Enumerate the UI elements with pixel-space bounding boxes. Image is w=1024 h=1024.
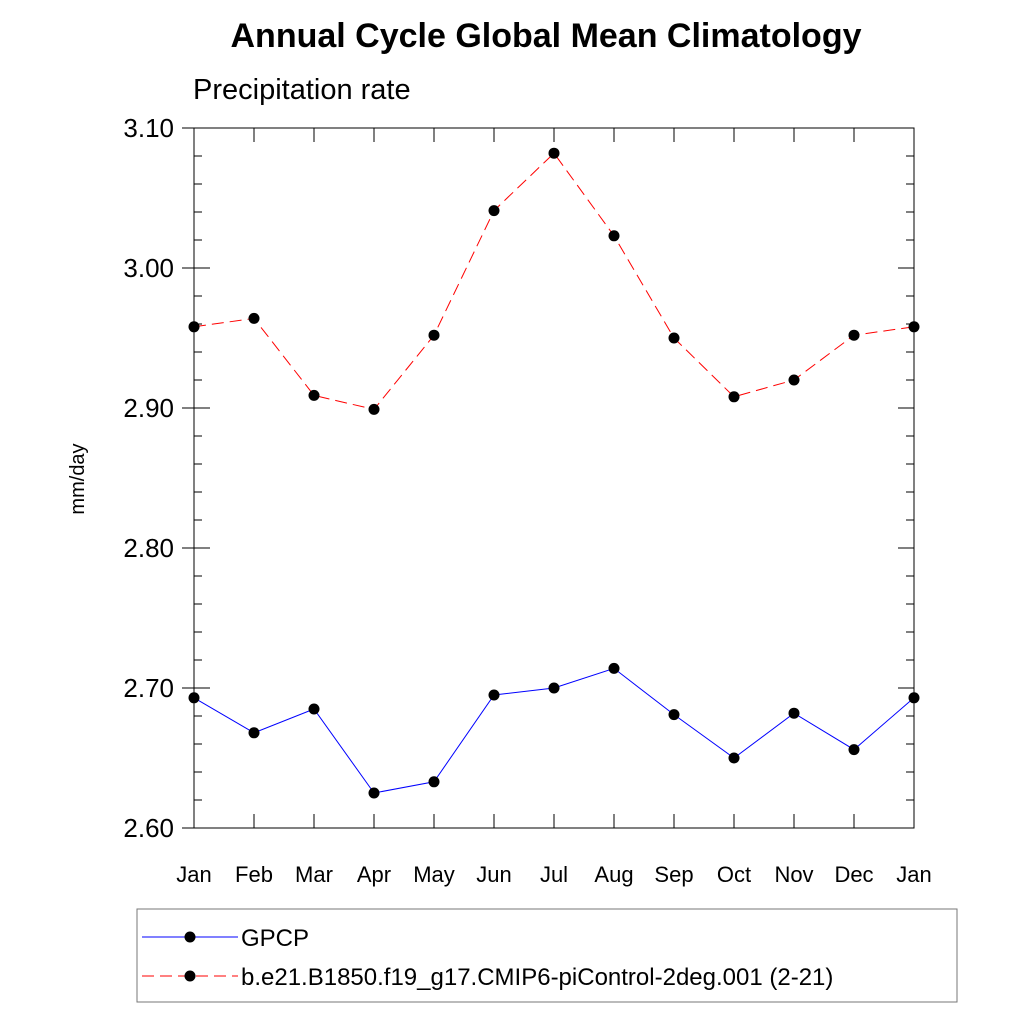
data-point bbox=[428, 776, 440, 788]
series-1 bbox=[188, 662, 920, 799]
x-tick-label: Aug bbox=[594, 862, 633, 887]
x-tick-label: Sep bbox=[654, 862, 693, 887]
x-tick-label: Jan bbox=[896, 862, 931, 887]
data-point bbox=[788, 374, 800, 386]
legend-marker bbox=[184, 970, 196, 982]
data-point bbox=[488, 205, 500, 217]
x-tick-label: May bbox=[413, 862, 455, 887]
y-tick-label: 3.10 bbox=[123, 113, 174, 143]
chart-title: Annual Cycle Global Mean Climatology bbox=[231, 17, 862, 55]
y-tick-label: 2.70 bbox=[123, 673, 174, 703]
y-axis-label: mm/day bbox=[67, 443, 89, 514]
legend-item-1: GPCP bbox=[142, 925, 309, 952]
legend-box bbox=[136, 908, 958, 1003]
series-line bbox=[193, 152, 915, 410]
x-tick-label: Jan bbox=[176, 862, 211, 887]
data-point bbox=[608, 230, 620, 242]
data-point bbox=[668, 709, 680, 721]
data-point bbox=[308, 703, 320, 715]
data-point bbox=[848, 744, 860, 756]
series-layer bbox=[188, 147, 920, 799]
data-point bbox=[488, 689, 500, 701]
series-2 bbox=[188, 147, 920, 415]
x-tick-label: Oct bbox=[717, 862, 751, 887]
data-point bbox=[368, 403, 380, 415]
x-tick-label: Apr bbox=[357, 862, 391, 887]
data-point bbox=[368, 787, 380, 799]
data-point bbox=[548, 147, 560, 159]
legend-label: b.e21.B1850.f19_g17.CMIP6-piControl-2deg… bbox=[241, 964, 833, 991]
x-tick-label: Nov bbox=[774, 862, 813, 887]
data-point bbox=[668, 332, 680, 344]
data-point bbox=[728, 391, 740, 403]
y-tick-label: 2.80 bbox=[123, 533, 174, 563]
chart-subtitle: Precipitation rate bbox=[193, 74, 411, 106]
axis-ticks bbox=[182, 127, 915, 829]
plot-frame bbox=[193, 127, 915, 829]
data-point bbox=[608, 662, 620, 674]
data-point bbox=[248, 727, 260, 739]
data-point bbox=[428, 329, 440, 341]
data-point bbox=[248, 312, 260, 324]
data-point bbox=[728, 752, 740, 764]
legend-marker bbox=[184, 931, 196, 943]
x-tick-label: Mar bbox=[295, 862, 333, 887]
data-point bbox=[848, 329, 860, 341]
data-point bbox=[308, 389, 320, 401]
legend: GPCP b.e21.B1850.f19_g17.CMIP6-piControl-… bbox=[136, 908, 958, 1003]
legend-item-2: b.e21.B1850.f19_g17.CMIP6-piControl-2deg… bbox=[142, 964, 833, 991]
x-tick-label: Jun bbox=[476, 862, 511, 887]
y-tick-label: 2.60 bbox=[123, 813, 174, 843]
data-point bbox=[548, 682, 560, 694]
x-tick-label: Dec bbox=[834, 862, 873, 887]
y-tick-label: 2.90 bbox=[123, 393, 174, 423]
legend-items: GPCP b.e21.B1850.f19_g17.CMIP6-piControl-… bbox=[142, 925, 833, 991]
axis-tick-labels: Jan Feb Mar Apr May Jun Jul Aug Sep Oct Nov Dec Jan2… bbox=[123, 113, 931, 887]
x-tick-label: Jul bbox=[540, 862, 568, 887]
x-tick-label: Feb bbox=[235, 862, 273, 887]
y-tick-label: 3.00 bbox=[123, 253, 174, 283]
data-point bbox=[788, 707, 800, 719]
legend-label: GPCP bbox=[241, 925, 309, 952]
